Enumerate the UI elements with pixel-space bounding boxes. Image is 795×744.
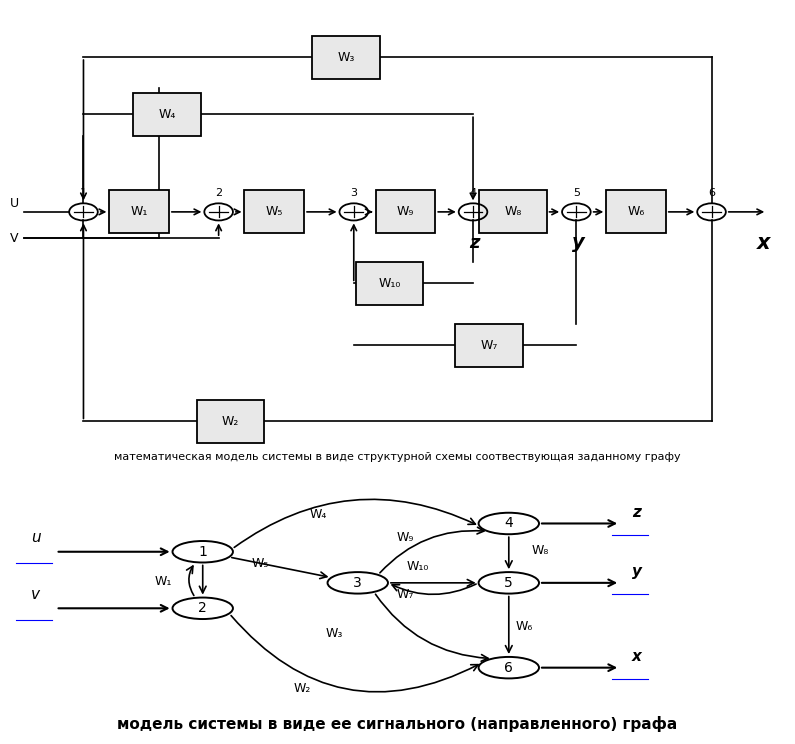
Text: W₁: W₁ [154, 575, 172, 588]
Text: 2: 2 [198, 601, 207, 615]
Text: W₄: W₄ [309, 508, 327, 522]
Text: 2: 2 [215, 187, 222, 198]
Text: 5: 5 [573, 187, 580, 198]
FancyBboxPatch shape [606, 190, 665, 234]
FancyBboxPatch shape [355, 262, 423, 305]
Text: W₉: W₉ [397, 205, 414, 219]
FancyBboxPatch shape [133, 93, 200, 135]
Text: z: z [469, 234, 480, 251]
FancyBboxPatch shape [109, 190, 169, 234]
Text: x: x [757, 233, 770, 253]
Text: модель системы в виде ее сигнального (направленного) графа: модель системы в виде ее сигнального (на… [118, 716, 677, 732]
Text: W₉: W₉ [397, 531, 414, 544]
Text: v: v [31, 587, 41, 602]
Text: 5: 5 [504, 576, 514, 590]
Text: W₅: W₅ [252, 557, 270, 570]
Text: U: U [10, 197, 19, 210]
Text: W₆: W₆ [516, 620, 533, 633]
Text: 6: 6 [504, 661, 514, 675]
Text: 4: 4 [470, 187, 476, 198]
Text: y: y [632, 564, 642, 579]
Text: 4: 4 [504, 516, 514, 530]
FancyBboxPatch shape [196, 400, 264, 443]
Text: x: x [632, 649, 642, 664]
FancyBboxPatch shape [479, 190, 547, 234]
FancyBboxPatch shape [245, 190, 304, 234]
Text: W₁₀: W₁₀ [406, 560, 429, 573]
Text: 3: 3 [353, 576, 363, 590]
Text: 6: 6 [708, 187, 715, 198]
Text: 3: 3 [351, 187, 357, 198]
Text: y: y [572, 234, 584, 252]
FancyBboxPatch shape [312, 36, 380, 79]
Text: W₄: W₄ [158, 108, 176, 121]
Text: z: z [632, 504, 641, 519]
Text: W₅: W₅ [266, 205, 283, 219]
Text: математическая модель системы в виде структурной схемы соотвествующая заданному : математическая модель системы в виде стр… [114, 452, 681, 462]
Text: u: u [31, 530, 41, 545]
Text: W₃: W₃ [325, 627, 343, 641]
Text: W₃: W₃ [337, 51, 355, 64]
Text: W₂: W₂ [293, 682, 311, 696]
Text: W₁: W₁ [130, 205, 148, 219]
Text: W₇: W₇ [480, 339, 498, 352]
Text: W₇: W₇ [397, 588, 414, 600]
FancyBboxPatch shape [376, 190, 436, 234]
Text: 1: 1 [198, 545, 207, 559]
Text: W₆: W₆ [627, 205, 645, 219]
FancyBboxPatch shape [455, 324, 523, 367]
Text: V: V [10, 231, 18, 245]
Text: W₈: W₈ [504, 205, 522, 219]
Text: W₁₀: W₁₀ [378, 277, 401, 290]
Text: W₈: W₈ [532, 544, 549, 557]
Text: 1: 1 [80, 187, 87, 198]
Text: W₂: W₂ [222, 415, 239, 428]
